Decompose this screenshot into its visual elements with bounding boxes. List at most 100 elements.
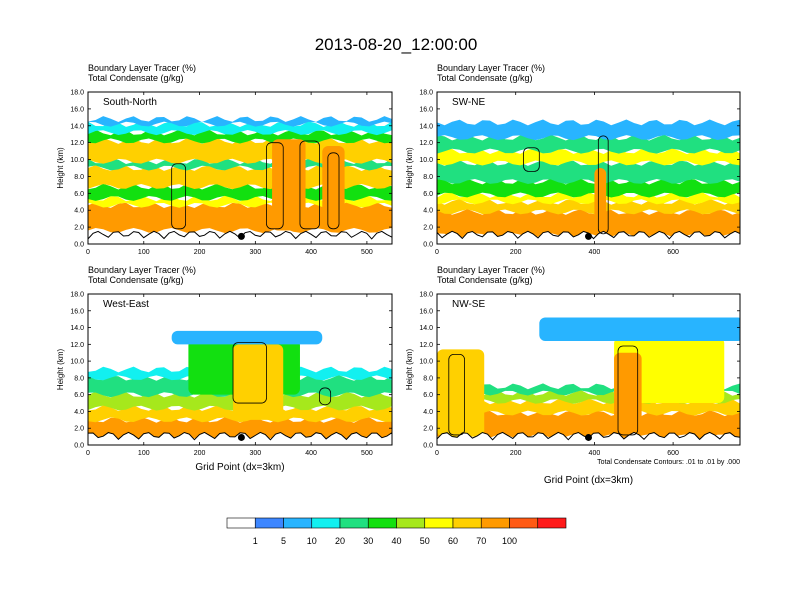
colorbar-swatch: [396, 517, 426, 529]
panel-header-condensate: Total Condensate (g/kg): [437, 73, 533, 83]
y-tick-label: 10.0: [70, 157, 84, 164]
colorbar-swatch: [509, 517, 539, 529]
y-tick-label: 16.0: [419, 106, 433, 113]
x-tick-label: 300: [249, 450, 261, 457]
y-tick-label: 6.0: [74, 392, 84, 399]
tracer-plume: [272, 139, 306, 231]
x-tick-label: 500: [361, 450, 373, 457]
y-tick-label: 4.0: [74, 409, 84, 416]
tracer-plume: [539, 317, 740, 341]
condensate-contour: [617, 345, 639, 436]
condensate-contour: [319, 387, 332, 406]
tracer-plume: [614, 352, 642, 437]
colorbar-swatch: [367, 517, 397, 529]
tracer-plume: [233, 344, 284, 420]
x-axis-label: Grid Point (dx=3km): [544, 475, 633, 486]
plot-area: [88, 294, 392, 445]
y-tick-label: 0.0: [74, 443, 84, 450]
y-tick-label: 4.0: [423, 208, 433, 215]
panel-south-north: Boundary Layer Tracer (%)Total Condensat…: [56, 63, 393, 256]
y-axis-label: Height (km): [56, 147, 65, 189]
x-tick-label: 0: [435, 450, 439, 457]
x-tick-label: 400: [589, 450, 601, 457]
x-tick-label: 600: [667, 249, 679, 256]
tracer-plume: [171, 330, 323, 345]
tracer-band: [88, 165, 392, 190]
plot-area: [437, 92, 740, 244]
location-marker: [585, 232, 592, 240]
y-tick-label: 8.0: [423, 174, 433, 181]
colorbar-label: 10: [307, 536, 317, 546]
y-tick-label: 8.0: [74, 174, 84, 181]
colorbar-swatch: [537, 517, 567, 529]
condensate-contour: [232, 342, 267, 404]
tracer-band: [437, 192, 740, 205]
plot-area: [437, 294, 740, 445]
colorbar-label: 60: [448, 536, 458, 546]
plot-frame: [87, 293, 393, 446]
condensate-contour: [266, 142, 284, 230]
y-tick-label: 18.0: [419, 90, 433, 97]
colorbar-swatch: [452, 517, 482, 529]
y-tick-label: 16.0: [70, 308, 84, 315]
panel-header-condensate: Total Condensate (g/kg): [88, 275, 184, 285]
panel-header-condensate: Total Condensate (g/kg): [437, 275, 533, 285]
condensate-contour: [327, 152, 340, 230]
x-tick-label: 100: [138, 249, 150, 256]
panels: Boundary Layer Tracer (%)Total Condensat…: [56, 63, 741, 486]
condensate-contour: [597, 135, 609, 235]
panel-header-tracer: Boundary Layer Tracer (%): [437, 265, 545, 275]
y-tick-label: 16.0: [70, 106, 84, 113]
y-tick-label: 14.0: [419, 123, 433, 130]
x-tick-label: 300: [249, 249, 261, 256]
y-tick-label: 2.0: [74, 225, 84, 232]
y-tick-label: 16.0: [419, 308, 433, 315]
plot-frame: [436, 91, 741, 245]
x-tick-label: 200: [510, 450, 522, 457]
y-tick-label: 2.0: [423, 426, 433, 433]
location-marker: [237, 433, 245, 441]
contour-footnote: Total Condensate Contours: .01 to .01 by…: [597, 459, 740, 466]
tracer-plume: [594, 168, 607, 236]
plot-area: [88, 92, 392, 244]
y-axis-label: Height (km): [405, 348, 414, 390]
y-tick-label: 8.0: [423, 375, 433, 382]
colorbar-swatch: [311, 517, 341, 529]
y-axis-label: Height (km): [405, 147, 414, 189]
y-tick-label: 18.0: [70, 292, 84, 299]
x-tick-label: 600: [667, 450, 679, 457]
colorbar-label: 50: [420, 536, 430, 546]
figure-title: 2013-08-20_12:00:00: [315, 35, 478, 54]
panel-tag: South-North: [103, 97, 157, 108]
y-tick-label: 4.0: [423, 409, 433, 416]
tracer-band: [437, 119, 740, 141]
x-tick-label: 200: [194, 450, 206, 457]
tracer-band: [437, 160, 740, 184]
colorbar-swatch: [254, 517, 284, 529]
tracer-band: [88, 121, 392, 136]
colorbar-label: 100: [502, 536, 517, 546]
colorbar-label: 5: [281, 536, 286, 546]
panel-west-east: Boundary Layer Tracer (%)Total Condensat…: [56, 265, 393, 473]
panel-nw-se: Boundary Layer Tracer (%)Total Condensat…: [405, 265, 741, 486]
panel-sw-ne: Boundary Layer Tracer (%)Total Condensat…: [405, 63, 741, 256]
y-tick-label: 12.0: [70, 140, 84, 147]
y-tick-label: 10.0: [419, 157, 433, 164]
colorbar-label: 30: [363, 536, 373, 546]
plot-frame: [436, 293, 741, 446]
y-tick-label: 4.0: [74, 208, 84, 215]
colorbar-label: 40: [391, 536, 401, 546]
colorbar-label: 70: [476, 536, 486, 546]
y-tick-label: 6.0: [423, 392, 433, 399]
x-tick-label: 100: [138, 450, 150, 457]
panel-header-tracer: Boundary Layer Tracer (%): [437, 63, 545, 73]
tracer-band: [88, 202, 392, 233]
colorbar-swatch: [283, 517, 313, 529]
x-axis-label: Grid Point (dx=3km): [195, 462, 284, 473]
condensate-contour: [171, 163, 187, 230]
y-tick-label: 0.0: [74, 242, 84, 249]
tracer-band: [88, 116, 392, 127]
panel-tag: NW-SE: [452, 299, 485, 310]
tracer-band: [88, 138, 392, 164]
